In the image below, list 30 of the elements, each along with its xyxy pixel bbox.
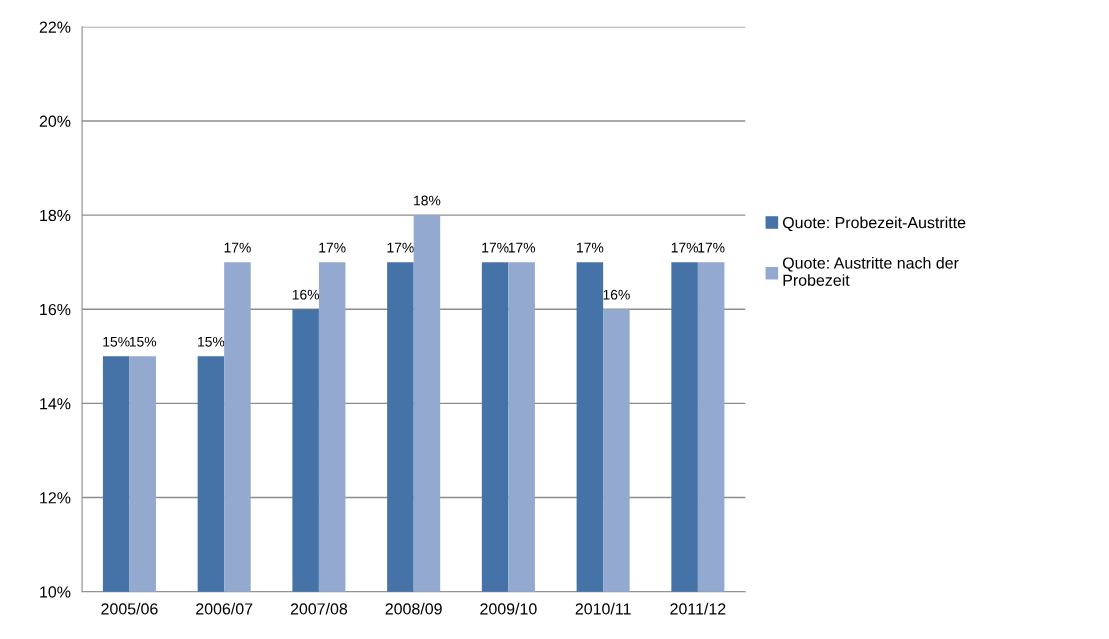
data-label: 17%: [224, 242, 251, 253]
y-tick-label: 12%: [40, 492, 71, 504]
data-label: 17%: [508, 242, 536, 253]
x-tick-label: 2006/07: [196, 602, 253, 615]
data-label: 18%: [414, 195, 441, 206]
y-tick-label: 14%: [40, 398, 71, 410]
data-label: 15%: [103, 336, 130, 347]
y-tick-label: 20%: [39, 115, 71, 127]
data-label: 15%: [129, 336, 157, 347]
y-tick-label: 22%: [39, 21, 71, 33]
data-label: 16%: [603, 289, 630, 300]
data-label: 17%: [671, 242, 699, 253]
y-tick-label: 16%: [40, 303, 71, 316]
data-label: 17%: [698, 242, 725, 253]
x-tick-label: 2007/08: [290, 602, 348, 615]
legend-label: Quote: Austritte nach der Probezeit: [782, 256, 959, 286]
x-tick-label: 2005/06: [101, 602, 158, 615]
x-tick-label: 2011/12: [670, 602, 726, 615]
data-label: 17%: [319, 242, 346, 253]
data-label: 17%: [482, 242, 509, 253]
x-tick-label: 2009/10: [480, 602, 537, 615]
x-tick-label: 2008/09: [385, 602, 442, 615]
data-label: 17%: [577, 242, 604, 253]
y-tick-label: 10%: [40, 586, 71, 598]
data-label: 17%: [387, 242, 414, 253]
data-label: 15%: [198, 336, 225, 347]
x-tick-label: 2010/11: [575, 602, 631, 615]
legend-label: Quote: Probezeit-Austritte: [782, 216, 966, 232]
data-label: 16%: [292, 289, 320, 300]
y-tick-label: 18%: [40, 209, 71, 222]
